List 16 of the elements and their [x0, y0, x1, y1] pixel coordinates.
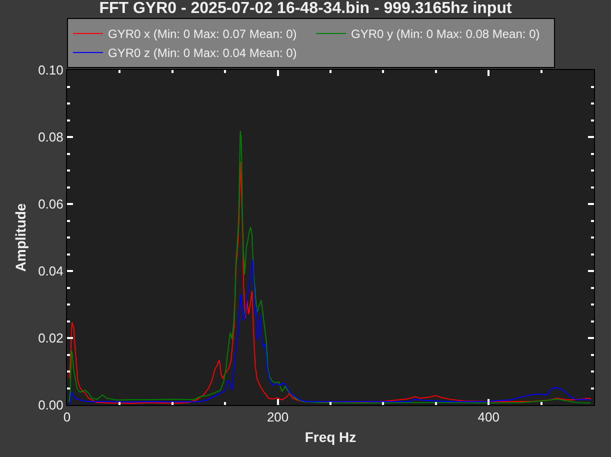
legend-label: GYR0 z (Min: 0 Max: 0.04 Mean: 0) — [108, 46, 297, 60]
line-series — [68, 259, 591, 404]
y-axis-title: Amplitude — [12, 203, 29, 272]
y-tick-label: 0.00 — [38, 398, 64, 413]
legend-label: GYR0 y (Min: 0 Max: 0.08 Mean: 0) — [351, 27, 540, 42]
chart-title: FFT GYR0 - 2025-07-02 16-48-34.bin - 999.3165hz input — [99, 0, 512, 18]
x-axis-title: Freq Hz — [304, 428, 356, 445]
y-tick-label: 0.08 — [38, 130, 64, 145]
y-tick-label: 0.02 — [38, 330, 64, 346]
legend-label: GYR0 x (Min: 0 Max: 0.07 Mean: 0) — [108, 27, 297, 42]
y-tick-label: 0.04 — [38, 264, 64, 279]
y-tick-label: 0.10 — [38, 62, 64, 78]
y-tick-label: 0.06 — [38, 196, 64, 212]
x-tick-label: 200 — [266, 410, 289, 425]
x-tick-label: 0 — [63, 410, 71, 425]
x-tick-label: 400 — [478, 410, 500, 425]
